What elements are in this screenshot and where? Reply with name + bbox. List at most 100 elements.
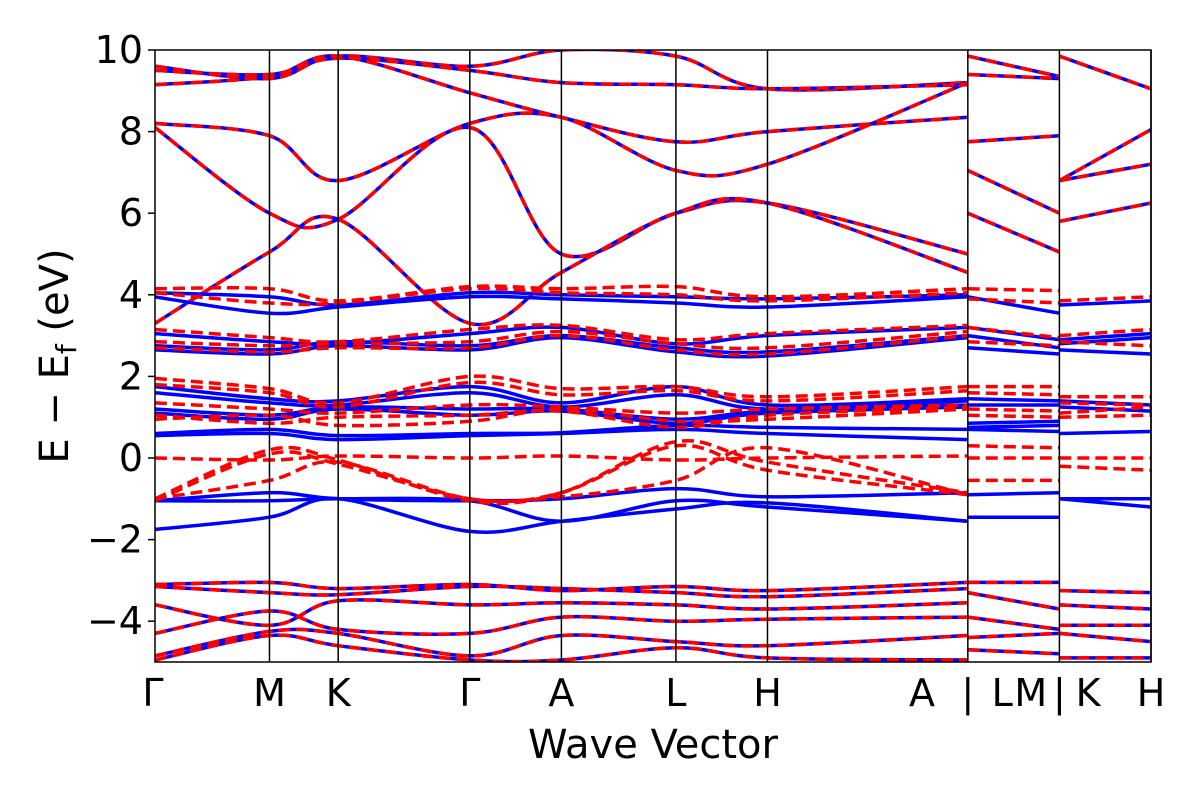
band-line-solid — [155, 294, 968, 316]
band-line-solid — [967, 423, 1060, 430]
band-line-solid — [1059, 299, 1151, 307]
band-line-solid — [967, 419, 1060, 426]
band-line-dashed — [1059, 162, 1151, 183]
x-tick-label: | — [1053, 671, 1066, 716]
band-line-dashed — [967, 54, 1060, 79]
band-line-dashed — [1059, 339, 1151, 348]
y-tick-label: 10 — [95, 28, 143, 72]
y-axis-title-subscript: f — [50, 343, 83, 354]
band-line-solid — [967, 211, 1061, 254]
band-line-dashed — [967, 648, 1060, 656]
y-tick-label: 8 — [119, 110, 143, 154]
band-line-dashed — [155, 286, 968, 307]
x-axis-title: Wave Vector — [528, 722, 779, 768]
band-line-solid — [155, 384, 968, 408]
band-line-dashed — [155, 329, 968, 351]
band-line-dashed — [1059, 405, 1151, 415]
band-line-dashed — [1058, 128, 1151, 183]
x-tick-label: H — [753, 671, 782, 715]
y-axis-title-unit: (eV) — [32, 248, 78, 344]
band-line-solid — [155, 290, 968, 307]
band-line-solid — [1059, 497, 1151, 509]
band-line-dashed — [155, 333, 968, 357]
band-line-dashed — [155, 374, 968, 405]
band-line-dashed — [1059, 401, 1151, 407]
band-line-dashed — [967, 286, 1060, 293]
x-tick-label: L — [665, 671, 686, 715]
band-line-solid — [967, 168, 1061, 215]
band-line-dashed — [155, 443, 969, 504]
x-tick-label: A — [548, 671, 574, 715]
band-lines — [155, 50, 1151, 662]
band-line-dashed — [967, 325, 1060, 340]
band-line-dashed — [967, 339, 1060, 348]
band-line-dashed — [967, 615, 1060, 632]
x-tick-label: | — [961, 671, 974, 716]
band-line-solid — [1059, 331, 1151, 342]
band-line-dashed — [1059, 413, 1151, 419]
plot-frame — [154, 49, 1152, 663]
band-line-dashed — [967, 631, 1060, 640]
band-line-dashed — [967, 444, 1060, 450]
x-tick-label: Γ — [459, 671, 480, 715]
band-line-dashed — [155, 380, 968, 409]
band-line-dashed — [967, 590, 1060, 611]
band-line-dashed — [155, 446, 969, 504]
y-tick-label: 4 — [119, 273, 143, 317]
y-tick-label: −2 — [87, 518, 143, 562]
x-axis: Γ M K Γ A L H A | L M | K H — [142, 671, 1165, 716]
x-tick-label: H — [1137, 671, 1166, 715]
band-line-dashed — [155, 54, 968, 144]
band-line-dashed — [967, 133, 1060, 144]
band-line-dashed — [967, 407, 1060, 413]
x-tick-label: K — [326, 671, 352, 715]
band-line-dashed — [967, 72, 1060, 81]
y-tick-label: −4 — [87, 599, 143, 643]
band-line-dashed — [155, 454, 968, 462]
band-line-dashed — [155, 407, 968, 428]
band-line-dashed — [967, 297, 1060, 305]
y-axis: 10 8 6 4 2 0 −2 −4 — [87, 28, 155, 643]
band-line-solid — [155, 496, 968, 534]
band-line-solid — [967, 397, 1060, 403]
band-line-solid — [1059, 348, 1151, 356]
band-line-solid — [967, 346, 1060, 356]
band-line-dashed — [155, 609, 968, 636]
y-tick-label: 6 — [119, 191, 143, 235]
band-line-dashed — [155, 196, 969, 327]
y-tick-label: 0 — [119, 436, 143, 480]
band-line-dashed — [155, 323, 968, 344]
band-line-dashed — [1059, 464, 1151, 472]
x-tick-label: L — [992, 671, 1013, 715]
y-tick-label: 2 — [119, 354, 143, 398]
band-line-dashed — [1059, 588, 1151, 595]
band-line-dashed — [967, 413, 1060, 419]
x-tick-label: Γ — [142, 671, 163, 715]
band-line-solid — [967, 333, 1060, 350]
band-line-dashed — [155, 584, 968, 599]
band-line-solid — [155, 325, 968, 347]
x-tick-label: K — [1076, 671, 1102, 715]
band-line-dashed — [967, 168, 1061, 215]
band-line-solid — [155, 427, 968, 442]
y-axis-title: E − Ef (eV) — [32, 248, 83, 463]
x-tick-label: M — [1014, 671, 1047, 715]
band-line-dashed — [155, 598, 968, 628]
band-line-dashed — [967, 390, 1060, 397]
band-line-dashed — [1059, 327, 1151, 338]
band-line-dashed — [1058, 54, 1151, 91]
x-tick-label: M — [253, 671, 286, 715]
band-line-solid — [967, 427, 1060, 434]
x-tick-label: A — [909, 671, 935, 715]
band-line-dashed — [155, 284, 968, 303]
band-line-solid — [155, 496, 968, 523]
band-line-dashed — [1059, 295, 1151, 303]
band-line-dashed — [967, 211, 1061, 254]
band-line-dashed — [155, 401, 968, 415]
band-line-dashed — [155, 627, 968, 658]
band-line-dashed — [1059, 201, 1151, 224]
band-line-solid — [967, 490, 1060, 497]
band-line-solid — [1059, 429, 1151, 436]
band-line-dashed — [1059, 603, 1151, 611]
